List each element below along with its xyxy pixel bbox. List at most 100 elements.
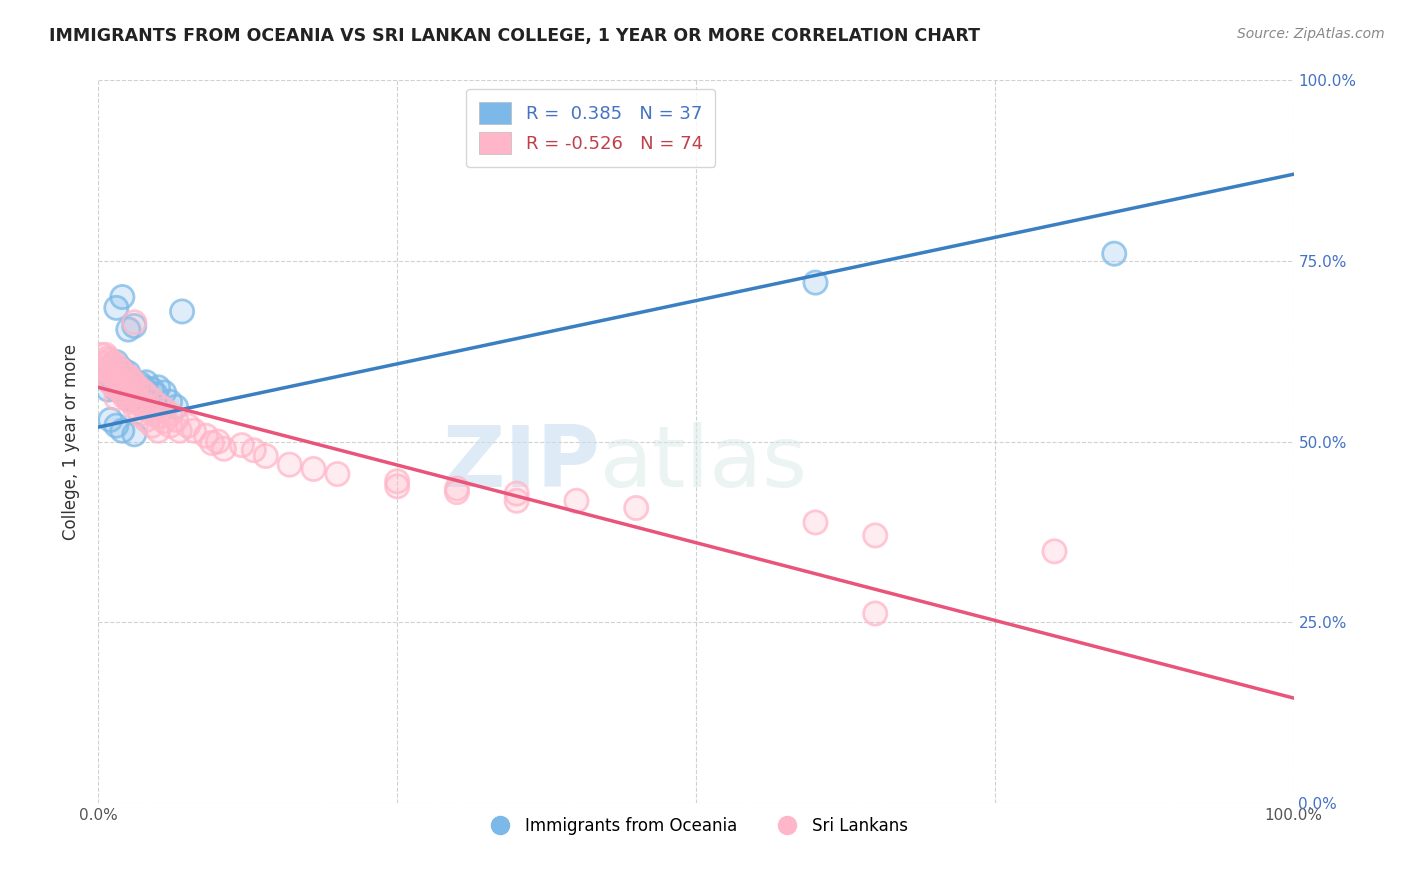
Text: atlas: atlas xyxy=(600,422,808,505)
Point xyxy=(207,434,229,449)
Point xyxy=(121,373,143,387)
Point xyxy=(172,304,194,318)
Point xyxy=(114,390,136,404)
Point xyxy=(90,348,112,362)
Point xyxy=(125,384,148,398)
Point xyxy=(165,400,187,414)
Point xyxy=(129,407,152,421)
Point xyxy=(108,378,131,392)
Point xyxy=(565,493,588,508)
Text: IMMIGRANTS FROM OCEANIA VS SRI LANKAN COLLEGE, 1 YEAR OR MORE CORRELATION CHART: IMMIGRANTS FROM OCEANIA VS SRI LANKAN CO… xyxy=(49,27,980,45)
Point xyxy=(129,394,152,409)
Point xyxy=(159,418,181,433)
Point xyxy=(565,493,588,508)
Point xyxy=(153,402,176,417)
Point xyxy=(183,424,205,438)
Point xyxy=(148,409,170,424)
Point xyxy=(114,383,136,397)
Point xyxy=(165,413,187,427)
Point xyxy=(207,434,229,449)
Point xyxy=(159,418,181,433)
Point xyxy=(302,462,325,476)
Point xyxy=(111,424,134,438)
Point xyxy=(124,392,146,407)
Point xyxy=(804,276,827,290)
Point xyxy=(165,400,187,414)
Point xyxy=(105,359,128,373)
Point xyxy=(125,380,148,394)
Point xyxy=(105,418,128,433)
Point xyxy=(132,385,155,400)
Point xyxy=(105,359,128,373)
Point xyxy=(117,376,139,391)
Point xyxy=(195,429,218,443)
Point xyxy=(129,390,152,404)
Point xyxy=(105,301,128,315)
Point xyxy=(124,376,146,391)
Point xyxy=(212,442,235,456)
Point xyxy=(117,392,139,407)
Point xyxy=(243,443,266,458)
Point xyxy=(105,380,128,394)
Point xyxy=(117,392,139,407)
Point xyxy=(90,348,112,362)
Point xyxy=(121,394,143,409)
Point xyxy=(385,479,409,493)
Legend: Immigrants from Oceania, Sri Lankans: Immigrants from Oceania, Sri Lankans xyxy=(477,810,915,841)
Point xyxy=(153,402,176,417)
Point xyxy=(148,398,170,412)
Point xyxy=(132,380,155,394)
Point xyxy=(129,407,152,421)
Point xyxy=(125,392,148,407)
Point xyxy=(117,391,139,405)
Point xyxy=(121,384,143,398)
Point xyxy=(141,383,163,397)
Point xyxy=(506,493,529,508)
Point xyxy=(129,390,152,404)
Point xyxy=(124,376,146,391)
Point xyxy=(117,366,139,380)
Point xyxy=(94,348,117,362)
Point xyxy=(114,378,136,392)
Point xyxy=(446,485,468,500)
Point xyxy=(124,427,146,442)
Point xyxy=(135,413,157,427)
Point xyxy=(135,413,157,427)
Point xyxy=(98,353,122,368)
Point xyxy=(101,373,124,387)
Point xyxy=(117,369,139,384)
Point xyxy=(506,486,529,500)
Point xyxy=(97,362,120,376)
Point xyxy=(129,376,152,391)
Point xyxy=(125,380,148,394)
Point xyxy=(506,493,529,508)
Point xyxy=(97,351,120,366)
Point xyxy=(105,355,128,369)
Point xyxy=(114,368,136,382)
Point xyxy=(111,385,134,400)
Point xyxy=(105,369,128,384)
Point xyxy=(98,364,122,378)
Point xyxy=(278,458,301,472)
Point xyxy=(97,383,120,397)
Point xyxy=(93,366,115,380)
Point xyxy=(132,385,155,400)
Point xyxy=(105,383,128,397)
Point xyxy=(135,392,157,407)
Point xyxy=(195,429,218,443)
Point xyxy=(326,467,349,481)
Point xyxy=(111,364,134,378)
Point xyxy=(231,438,253,452)
Text: Source: ZipAtlas.com: Source: ZipAtlas.com xyxy=(1237,27,1385,41)
Point xyxy=(114,378,136,392)
Point xyxy=(1043,544,1066,558)
Point xyxy=(117,322,139,336)
Point xyxy=(124,380,146,394)
Point xyxy=(108,369,131,384)
Point xyxy=(159,394,181,409)
Point xyxy=(111,376,134,390)
Point xyxy=(121,384,143,398)
Point xyxy=(129,376,152,391)
Point xyxy=(91,357,114,371)
Point xyxy=(97,362,120,376)
